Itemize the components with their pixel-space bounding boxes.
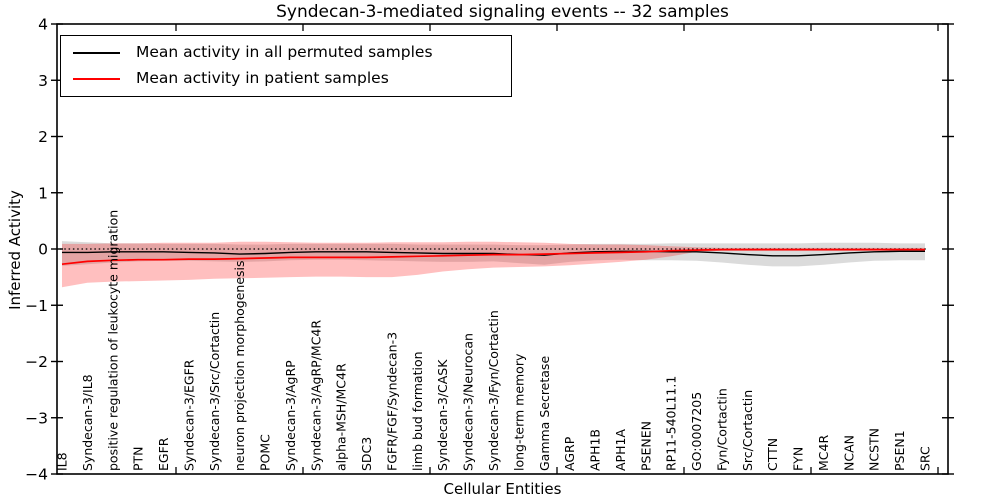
y-tick-label: −2 [25,353,48,371]
x-category-label: APH1B [588,429,603,471]
x-category-label: SDC3 [359,437,374,471]
legend: Mean activity in all permuted samples Me… [60,35,512,97]
legend-entry-permuted: Mean activity in all permuted samples [61,45,511,61]
x-category-label: Syndecan-3/EGFR [181,359,196,471]
legend-entry-patient: Mean activity in patient samples [61,71,511,87]
legend-label-patient: Mean activity in patient samples [136,69,389,88]
y-tick-label: −3 [25,409,48,427]
x-category-label: limb bud formation [410,351,425,471]
x-category-label: Syndecan-3/IL8 [80,374,95,471]
x-category-label: FGFR/FGF/Syndecan-3 [384,332,399,471]
x-category-label: alpha-MSH/MC4R [334,363,349,471]
x-category-label: positive regulation of leukocyte migrati… [105,210,120,471]
x-category-label: FYN [791,447,806,471]
x-category-label: Fyn/Cortactin [714,388,729,471]
x-category-label: APH1A [613,429,628,471]
x-category-label: Src/Cortactin [740,390,755,471]
x-category-label: long-term memory [511,353,526,471]
x-category-label: PTN [131,446,146,471]
x-category-label: Syndecan-3/Neurocan [461,333,476,471]
x-category-label: NCSTN [867,428,882,471]
x-category-label: NCAN [841,435,856,471]
y-tick-label: −1 [25,297,48,315]
chart-title: Syndecan-3-mediated signaling events -- … [276,2,729,22]
y-tick-label: 4 [38,16,48,34]
x-category-label: Syndecan-3/Src/Cortactin [207,312,222,471]
x-category-label: SRC [918,446,933,471]
x-axis-label: Cellular Entities [443,480,562,498]
legend-label-permuted: Mean activity in all permuted samples [136,43,433,62]
x-category-label: PSEN1 [892,430,907,471]
x-category-label: GO:0007205 [689,392,704,471]
x-category-label: PSENEN [638,421,653,471]
y-axis-label: Inferred Activity [6,190,24,310]
y-tick-label: 3 [38,72,48,90]
x-category-label: Syndecan-3/CASK [435,359,450,471]
red-line-swatch [73,78,120,80]
y-tick-label: 1 [38,184,48,202]
x-category-label: IL8 [55,452,70,471]
x-category-label: Syndecan-3/AgRP/MC4R [308,320,323,471]
y-tick-label: 2 [38,128,48,146]
x-category-label: CTTN [765,438,780,471]
black-line-swatch [73,52,120,54]
x-category-label: POMC [258,434,273,471]
y-tick-label: −4 [25,466,48,484]
x-category-label: Syndecan-3/AgRP [283,360,298,471]
x-category-label: MC4R [816,435,831,471]
permuted-mean-line [62,250,925,257]
x-category-label: Syndecan-3/Fyn/Cortactin [486,310,501,471]
x-category-label: neuron projection morphogenesis [232,260,247,471]
x-category-label: RP11-540L11.1 [664,376,679,471]
y-tick-label: 0 [38,241,48,259]
x-category-label: AGRP [562,436,577,471]
x-category-label: Gamma Secretase [537,356,552,471]
x-category-label: EGFR [156,437,171,471]
patient-mean-line [61,248,925,266]
